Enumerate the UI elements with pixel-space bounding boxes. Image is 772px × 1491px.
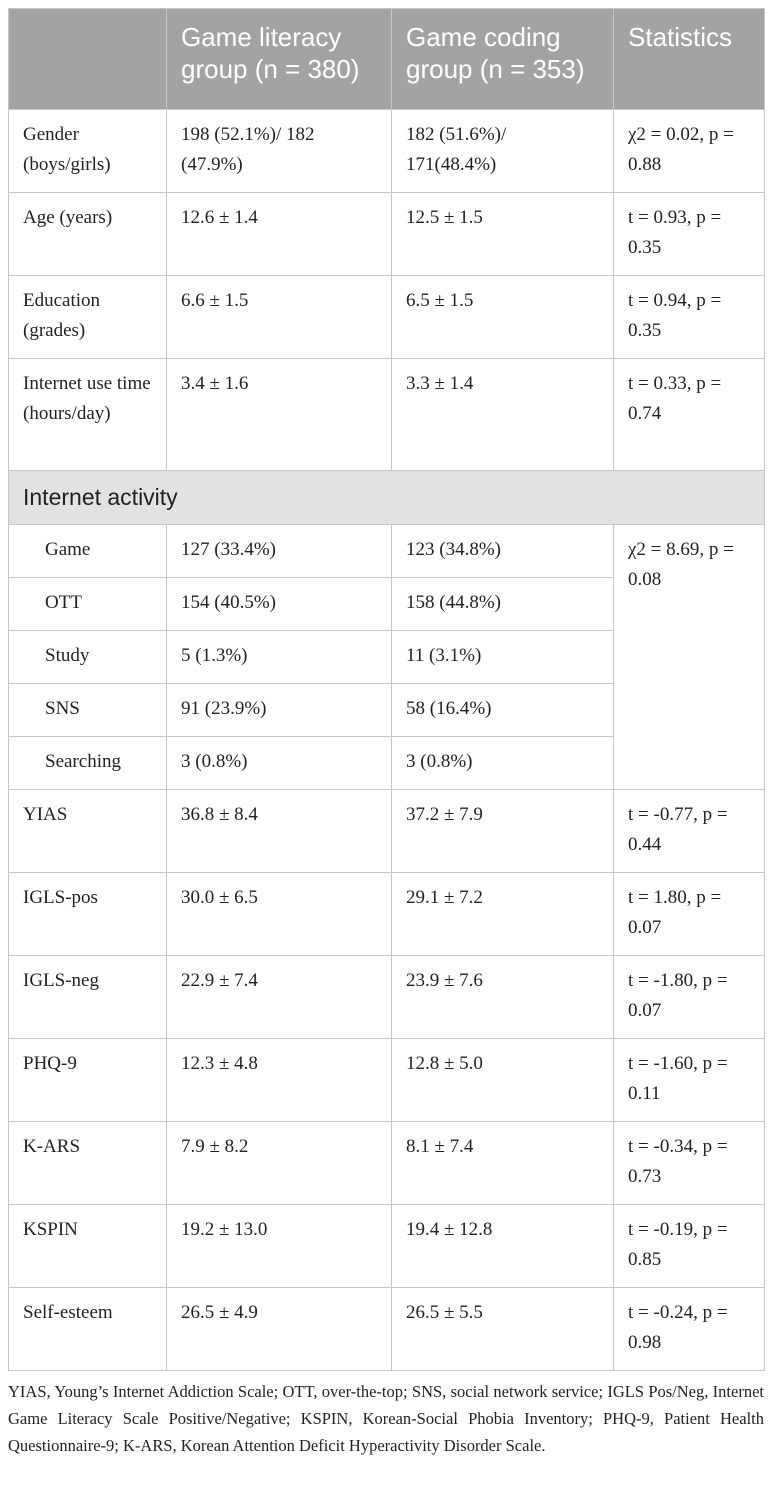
- row-label: IGLS-pos: [8, 872, 167, 956]
- header-statistics: Statistics: [613, 8, 765, 110]
- cell-statistics: t = -1.80, p = 0.07: [613, 955, 765, 1039]
- table-row: IGLS-pos 30.0 ± 6.5 29.1 ± 7.2 t = 1.80,…: [8, 872, 765, 956]
- cell-game-coding: 3.3 ± 1.4: [391, 358, 614, 471]
- table-row: Study 5 (1.3%) 11 (3.1%): [8, 630, 765, 684]
- cell-game-literacy: 6.6 ± 1.5: [166, 275, 392, 359]
- header-row: Game literacy group (n = 380) Game codin…: [8, 8, 765, 110]
- header-game-literacy-group: Game literacy group (n = 380): [166, 8, 392, 110]
- row-label: PHQ-9: [8, 1038, 167, 1122]
- cell-game-literacy: 5 (1.3%): [166, 630, 392, 684]
- cell-game-literacy: 127 (33.4%): [166, 524, 392, 578]
- cell-game-literacy: 154 (40.5%): [166, 577, 392, 631]
- cell-game-literacy: 26.5 ± 4.9: [166, 1287, 392, 1371]
- table-container: Game literacy group (n = 380) Game codin…: [8, 8, 765, 1371]
- cell-statistics: t = -0.77, p = 0.44: [613, 789, 765, 873]
- row-label: Game: [8, 524, 167, 578]
- cell-game-coding: 12.5 ± 1.5: [391, 192, 614, 276]
- cell-game-coding: 58 (16.4%): [391, 683, 614, 737]
- table-row: PHQ-9 12.3 ± 4.8 12.8 ± 5.0 t = -1.60, p…: [8, 1038, 765, 1122]
- cell-statistics: t = 0.33, p = 0.74: [613, 358, 765, 471]
- row-label: OTT: [8, 577, 167, 631]
- cell-game-coding: 19.4 ± 12.8: [391, 1204, 614, 1288]
- row-label: YIAS: [8, 789, 167, 873]
- row-label: Gender (boys/girls): [8, 109, 167, 193]
- cell-game-literacy: 12.6 ± 1.4: [166, 192, 392, 276]
- cell-game-coding: 12.8 ± 5.0: [391, 1038, 614, 1122]
- row-label: IGLS-neg: [8, 955, 167, 1039]
- table-row: Searching 3 (0.8%) 3 (0.8%): [8, 736, 765, 790]
- cell-game-literacy: 22.9 ± 7.4: [166, 955, 392, 1039]
- table-row: OTT 154 (40.5%) 158 (44.8%): [8, 577, 765, 631]
- cell-statistics: t = -0.34, p = 0.73: [613, 1121, 765, 1205]
- header-blank: [8, 8, 167, 110]
- cell-game-coding: 23.9 ± 7.6: [391, 955, 614, 1039]
- cell-statistics: t = 0.93, p = 0.35: [613, 192, 765, 276]
- table-footnote: YIAS, Young’s Internet Addiction Scale; …: [8, 1382, 764, 1455]
- cell-statistics: t = -0.19, p = 0.85: [613, 1204, 765, 1288]
- row-label: Age (years): [8, 192, 167, 276]
- cell-game-literacy: 36.8 ± 8.4: [166, 789, 392, 873]
- cell-statistics: t = 0.94, p = 0.35: [613, 275, 765, 359]
- cell-game-coding: 37.2 ± 7.9: [391, 789, 614, 873]
- row-label: KSPIN: [8, 1204, 167, 1288]
- cell-game-coding: 123 (34.8%): [391, 524, 614, 578]
- cell-game-coding: 3 (0.8%): [391, 736, 614, 790]
- cell-game-literacy: 91 (23.9%): [166, 683, 392, 737]
- row-label: Internet use time (hours/day): [8, 358, 167, 471]
- table-body: Gender (boys/girls) 198 (52.1%)/ 182 (47…: [8, 109, 765, 1371]
- table-row: K-ARS 7.9 ± 8.2 8.1 ± 7.4 t = -0.34, p =…: [8, 1121, 765, 1205]
- cell-statistics-activity: χ2 = 8.69, p = 0.08: [613, 524, 765, 790]
- row-label: K-ARS: [8, 1121, 167, 1205]
- cell-game-literacy: 12.3 ± 4.8: [166, 1038, 392, 1122]
- cell-game-coding: 26.5 ± 5.5: [391, 1287, 614, 1371]
- cell-game-literacy: 19.2 ± 13.0: [166, 1204, 392, 1288]
- section-title: Internet activity: [8, 470, 765, 525]
- cell-game-coding: 158 (44.8%): [391, 577, 614, 631]
- table-row: SNS 91 (23.9%) 58 (16.4%): [8, 683, 765, 737]
- row-label: Searching: [8, 736, 167, 790]
- cell-statistics: t = -1.60, p = 0.11: [613, 1038, 765, 1122]
- table-row: KSPIN 19.2 ± 13.0 19.4 ± 12.8 t = -0.19,…: [8, 1204, 765, 1288]
- table-row: YIAS 36.8 ± 8.4 37.2 ± 7.9 t = -0.77, p …: [8, 789, 765, 873]
- cell-game-coding: 11 (3.1%): [391, 630, 614, 684]
- cell-game-literacy: 7.9 ± 8.2: [166, 1121, 392, 1205]
- table-row: Self-esteem 26.5 ± 4.9 26.5 ± 5.5 t = -0…: [8, 1287, 765, 1371]
- cell-game-coding: 8.1 ± 7.4: [391, 1121, 614, 1205]
- row-label: Study: [8, 630, 167, 684]
- table-header: Game literacy group (n = 380) Game codin…: [8, 8, 765, 110]
- cell-game-literacy: 3 (0.8%): [166, 736, 392, 790]
- table-row: Education (grades) 6.6 ± 1.5 6.5 ± 1.5 t…: [8, 275, 765, 359]
- table-row: Age (years) 12.6 ± 1.4 12.5 ± 1.5 t = 0.…: [8, 192, 765, 276]
- cell-statistics: χ2 = 0.02, p = 0.88: [613, 109, 765, 193]
- cell-game-coding: 29.1 ± 7.2: [391, 872, 614, 956]
- section-row-internet-activity: Internet activity: [8, 470, 765, 525]
- cell-game-literacy: 30.0 ± 6.5: [166, 872, 392, 956]
- row-label: SNS: [8, 683, 167, 737]
- cell-statistics: t = 1.80, p = 0.07: [613, 872, 765, 956]
- cell-game-coding: 182 (51.6%)/ 171(48.4%): [391, 109, 614, 193]
- row-label: Education (grades): [8, 275, 167, 359]
- table-row: Gender (boys/girls) 198 (52.1%)/ 182 (47…: [8, 109, 765, 193]
- table-row: Internet use time (hours/day) 3.4 ± 1.6 …: [8, 358, 765, 471]
- cell-game-literacy: 3.4 ± 1.6: [166, 358, 392, 471]
- table-row: IGLS-neg 22.9 ± 7.4 23.9 ± 7.6 t = -1.80…: [8, 955, 765, 1039]
- cell-statistics: t = -0.24, p = 0.98: [613, 1287, 765, 1371]
- cell-game-literacy: 198 (52.1%)/ 182 (47.9%): [166, 109, 392, 193]
- table-row: Game 127 (33.4%) 123 (34.8%) χ2 = 8.69, …: [8, 524, 765, 790]
- header-game-coding-group: Game coding group (n = 353): [391, 8, 614, 110]
- row-label: Self-esteem: [8, 1287, 167, 1371]
- demographics-table: Game literacy group (n = 380) Game codin…: [8, 8, 765, 1371]
- cell-game-coding: 6.5 ± 1.5: [391, 275, 614, 359]
